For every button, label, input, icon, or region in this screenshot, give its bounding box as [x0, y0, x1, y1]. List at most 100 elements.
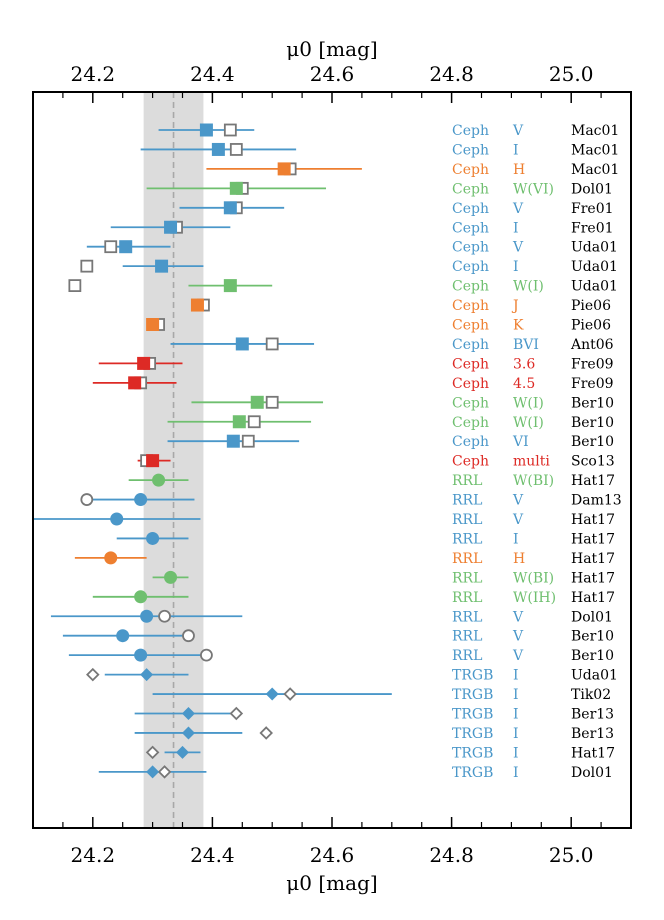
row-label-band: I [513, 220, 519, 236]
data-point-square [146, 318, 160, 331]
x-tick-label-top: 24.6 [310, 62, 355, 86]
data-point-square [190, 298, 204, 312]
row-label-band: V [512, 240, 524, 256]
row-label-reference: Mac01 [571, 123, 619, 139]
row-label-reference: Uda01 [571, 259, 618, 275]
data-point-diamond [265, 687, 279, 701]
x-tick-label-top: 24.4 [190, 62, 235, 86]
data-point-circle [164, 570, 178, 584]
data-point-square [229, 181, 243, 195]
open-marker-square [265, 395, 279, 409]
row-label-band: multi [513, 454, 550, 470]
row-label-reference: Tik02 [571, 687, 611, 703]
x-tick-label-top: 24.2 [71, 62, 116, 86]
row-label-band: I [513, 745, 519, 761]
row-label-band: I [513, 259, 519, 275]
row-label-reference: Ber13 [571, 726, 614, 742]
row-label-reference: Fre09 [571, 376, 614, 392]
row-label-method: TRGB [452, 765, 493, 781]
open-marker-diamond [145, 745, 160, 760]
x-tick-label-bottom: 24.6 [310, 843, 355, 867]
row-label-method: Ceph [452, 298, 489, 314]
data-point-square [232, 415, 246, 429]
row-label-reference: Ber10 [571, 395, 614, 411]
row-label-reference: Hat17 [571, 512, 615, 528]
data-point-circle [152, 473, 166, 487]
row-label-band: K [513, 318, 524, 334]
data-point-circle [110, 512, 124, 526]
row-label-method: TRGB [452, 726, 493, 742]
row-label-band: VI [512, 434, 529, 450]
row-label-reference: Dol01 [571, 609, 613, 625]
row-label-reference: Uda01 [571, 279, 618, 295]
row-label-reference: Fre01 [571, 220, 614, 236]
open-marker-circle [200, 648, 213, 662]
row-label-reference: Pie06 [571, 298, 611, 314]
row-label-band: J [511, 298, 519, 314]
data-point-diamond [181, 707, 195, 720]
row-label-method: RRL [452, 590, 482, 606]
row-label-method: Ceph [452, 395, 489, 411]
data-marks [33, 123, 392, 779]
x-axis-title-top: μ0 [mag] [286, 37, 377, 61]
data-point-square [235, 337, 249, 351]
data-point-circle [134, 590, 148, 604]
data-point-square [211, 142, 225, 156]
row-label-reference: Ber10 [571, 648, 614, 664]
open-marker-square [229, 143, 243, 156]
row-label-reference: Uda01 [571, 240, 618, 256]
row-label-band: V [512, 609, 524, 625]
data-point-circle [140, 609, 154, 623]
open-marker-diamond [283, 687, 297, 701]
open-marker-square [104, 240, 118, 254]
data-point-square [137, 356, 151, 370]
data-point-circle [146, 531, 160, 545]
row-label-reference: Dam13 [571, 493, 622, 509]
data-point-square [146, 454, 160, 468]
open-marker-square [247, 415, 261, 429]
data-point-circle [134, 493, 148, 507]
x-tick-label-bottom: 24.8 [429, 843, 474, 867]
row-label-band: W(I) [513, 279, 544, 295]
row-label-reference: Dol01 [571, 765, 613, 781]
row-label-reference: Dol01 [571, 181, 613, 197]
row-label-method: TRGB [452, 668, 493, 684]
row-label-method: RRL [452, 512, 482, 528]
row-label-reference: Uda01 [571, 668, 618, 684]
row-label-band: W(BI) [513, 570, 554, 586]
row-label-method: RRL [452, 648, 482, 664]
row-label-reference: Ant06 [570, 337, 614, 353]
row-label-band: W(I) [513, 415, 544, 431]
row-label-band: I [513, 531, 519, 547]
row-label-reference: Fre09 [571, 356, 614, 372]
row-label-band: 4.5 [513, 376, 535, 392]
data-point-square [199, 123, 213, 137]
data-point-diamond [176, 745, 189, 759]
x-tick-label-bottom: 24.2 [71, 843, 116, 867]
row-label-band: I [513, 726, 519, 742]
row-label-reference: Hat17 [571, 745, 615, 761]
row-label-band: V [512, 648, 524, 664]
data-point-square [277, 162, 291, 176]
row-label-method: Ceph [452, 434, 489, 450]
row-label-method: Ceph [452, 356, 489, 372]
row-label-band: H [513, 551, 525, 567]
open-marker-square [265, 337, 279, 351]
row-label-reference: Hat17 [571, 590, 615, 606]
row-label-band: H [513, 162, 525, 178]
row-label-method: Ceph [452, 162, 489, 178]
row-label-band: V [512, 512, 524, 528]
row-label-method: Ceph [452, 415, 489, 431]
x-axis-title-bottom: μ0 [mag] [286, 871, 377, 895]
data-point-circle [134, 648, 148, 662]
row-label-band: I [513, 687, 519, 703]
row-label-method: Ceph [452, 181, 489, 197]
row-label-reference: Fre01 [571, 201, 614, 217]
row-label-reference: Ber10 [571, 629, 614, 645]
row-label-method: RRL [452, 629, 482, 645]
row-label-method: RRL [452, 609, 482, 625]
row-label-method: Ceph [452, 201, 489, 217]
row-label-reference: Hat17 [571, 531, 615, 547]
data-point-circle [116, 629, 130, 643]
